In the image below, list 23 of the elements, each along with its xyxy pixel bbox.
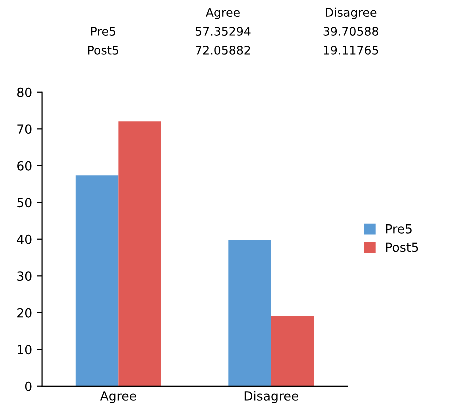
legend-label: Post5 [386,242,418,252]
category-label: Disagree [326,8,377,20]
legend-label: Pre5 [386,224,412,234]
text: 39.70588 [324,27,378,36]
text: 72.05882 [196,46,250,55]
text: 57.35294 [196,27,251,36]
bar [76,176,119,386]
bar [271,316,314,386]
bar [118,122,162,386]
y-tick-label: 20 [18,308,32,318]
y-tick-label: 80 [18,88,32,98]
text: 19.11765 [324,46,378,55]
text: Post5 [88,46,118,55]
y-tick-label: 0 [25,382,32,392]
y-tick-label: 70 [18,124,32,134]
y-tick-label: 10 [18,345,32,355]
text: Pre5 [91,27,116,36]
category-label: Agree [206,8,240,20]
y-tick-label: 50 [18,198,32,208]
y-tick-label: 60 [18,161,32,171]
y-tick-label: 40 [17,234,32,244]
y-tick-label: 30 [18,272,32,282]
bar [228,240,272,386]
